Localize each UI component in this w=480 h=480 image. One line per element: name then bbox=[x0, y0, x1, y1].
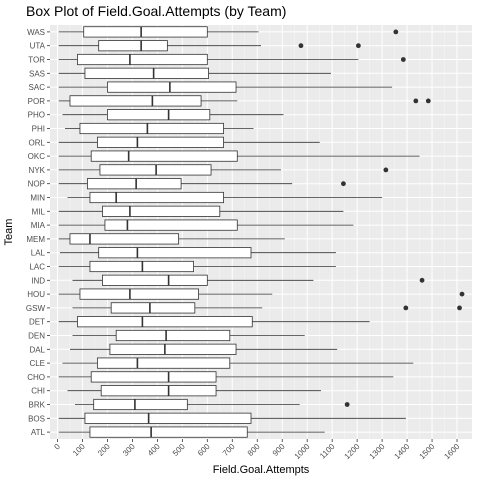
y-tick-label: SAS bbox=[29, 69, 45, 78]
boxes bbox=[69, 26, 253, 438]
x-tick-label: 300 bbox=[121, 442, 137, 458]
box bbox=[110, 302, 196, 314]
outlier-point bbox=[400, 57, 406, 62]
y-tick-label: DAL bbox=[29, 345, 45, 354]
box bbox=[98, 247, 252, 259]
y-tick-label: LAC bbox=[29, 263, 45, 272]
box bbox=[109, 343, 237, 355]
box bbox=[104, 219, 238, 231]
y-tick-label: BOS bbox=[28, 414, 45, 423]
y-tick-label: GSW bbox=[26, 304, 46, 313]
box bbox=[69, 233, 179, 245]
box bbox=[97, 136, 224, 148]
y-tick-label: ORL bbox=[29, 138, 46, 147]
y-tick-label: UTA bbox=[30, 42, 46, 51]
x-tick-label: 700 bbox=[221, 442, 237, 458]
x-tick-label: 1500 bbox=[418, 442, 437, 461]
box bbox=[89, 426, 248, 438]
outlier-point bbox=[457, 305, 462, 311]
y-tick-label: BRK bbox=[29, 401, 46, 410]
x-tick-label: 100 bbox=[71, 442, 87, 458]
plot-panel bbox=[50, 25, 472, 439]
y-tick-label: PHO bbox=[28, 111, 45, 120]
box bbox=[89, 191, 224, 204]
y-tick-label: DEN bbox=[28, 332, 45, 341]
outlier-point bbox=[383, 167, 389, 173]
outlier-point bbox=[298, 43, 304, 49]
box bbox=[77, 53, 208, 66]
outlier-point bbox=[344, 402, 350, 407]
outlier-point bbox=[355, 43, 361, 49]
box bbox=[90, 371, 217, 383]
y-tick-label: PHI bbox=[32, 125, 45, 134]
x-tick-label: 0 bbox=[52, 442, 62, 452]
x-tick-label: 200 bbox=[96, 442, 112, 458]
x-tick-label: 1600 bbox=[442, 442, 461, 461]
x-tick-label: 1000 bbox=[293, 442, 312, 461]
y-tick-label: ATL bbox=[31, 428, 46, 437]
x-tick-label: 1300 bbox=[368, 442, 387, 461]
y-tick-label: MIA bbox=[31, 221, 46, 230]
x-tick-label: 500 bbox=[171, 442, 187, 458]
outlier-point bbox=[419, 277, 425, 283]
y-tick-label: CLE bbox=[29, 359, 45, 368]
box bbox=[107, 109, 211, 121]
y-tick-label: IND bbox=[31, 276, 45, 285]
y-axis-title: Team bbox=[3, 219, 15, 246]
y-tick-label: WAS bbox=[27, 28, 45, 37]
x-tick-label: 400 bbox=[146, 442, 162, 458]
y-tick-label: OKC bbox=[28, 152, 46, 161]
x-tick-label: 1400 bbox=[393, 442, 412, 461]
box bbox=[115, 329, 231, 342]
box bbox=[87, 178, 182, 190]
box bbox=[79, 288, 199, 300]
outlier-point bbox=[459, 291, 465, 297]
outlier-point bbox=[425, 98, 431, 104]
x-tick-label: 900 bbox=[271, 442, 287, 458]
box bbox=[98, 40, 168, 52]
y-tick-label: DET bbox=[29, 318, 45, 327]
box bbox=[97, 357, 231, 369]
box bbox=[93, 398, 188, 411]
x-axis: 0 100 200 300 400 500 600 700 800 900 1000 1100 1200… bbox=[52, 439, 462, 461]
box bbox=[90, 150, 238, 162]
y-tick-label: NOP bbox=[28, 180, 45, 189]
y-axis: ATL BOS BRK CHI CHO CLE DAL DEN DET GSW HOU IND LAC L… bbox=[26, 28, 50, 437]
outlier-point bbox=[393, 29, 399, 35]
y-tick-label: MIN bbox=[30, 194, 45, 203]
x-tick-label: 800 bbox=[246, 442, 262, 458]
outliers bbox=[298, 29, 465, 407]
whiskers bbox=[58, 31, 420, 433]
outlier-point bbox=[403, 305, 409, 311]
y-tick-label: POR bbox=[28, 97, 46, 106]
box bbox=[107, 81, 237, 93]
box bbox=[102, 205, 221, 217]
y-tick-label: TOR bbox=[28, 56, 45, 65]
box bbox=[102, 274, 208, 286]
y-tick-label: MEM bbox=[26, 235, 45, 244]
x-tick-label: 1100 bbox=[318, 442, 337, 461]
box bbox=[79, 122, 224, 135]
y-tick-label: CHI bbox=[31, 387, 45, 396]
y-tick-label: NYK bbox=[29, 166, 46, 175]
y-tick-label: SAC bbox=[29, 83, 46, 92]
box bbox=[84, 67, 209, 79]
x-tick-label: 600 bbox=[196, 442, 212, 458]
y-tick-label: CHO bbox=[27, 373, 45, 382]
chart-title: Box Plot of Field.Goal.Attempts (by Team… bbox=[26, 3, 286, 19]
x-tick-label: 1200 bbox=[343, 442, 362, 461]
grid-minor bbox=[69, 25, 445, 439]
box bbox=[84, 412, 252, 424]
box bbox=[83, 26, 208, 38]
y-tick-label: LAL bbox=[31, 249, 46, 258]
box bbox=[100, 385, 217, 397]
outlier-point bbox=[341, 181, 346, 187]
y-tick-label: MIL bbox=[32, 207, 46, 216]
box bbox=[69, 95, 202, 107]
outlier-point bbox=[413, 98, 419, 104]
y-tick-label: HOU bbox=[27, 290, 45, 299]
x-axis-title: Field.Goal.Attempts bbox=[213, 464, 310, 476]
box bbox=[77, 316, 253, 328]
